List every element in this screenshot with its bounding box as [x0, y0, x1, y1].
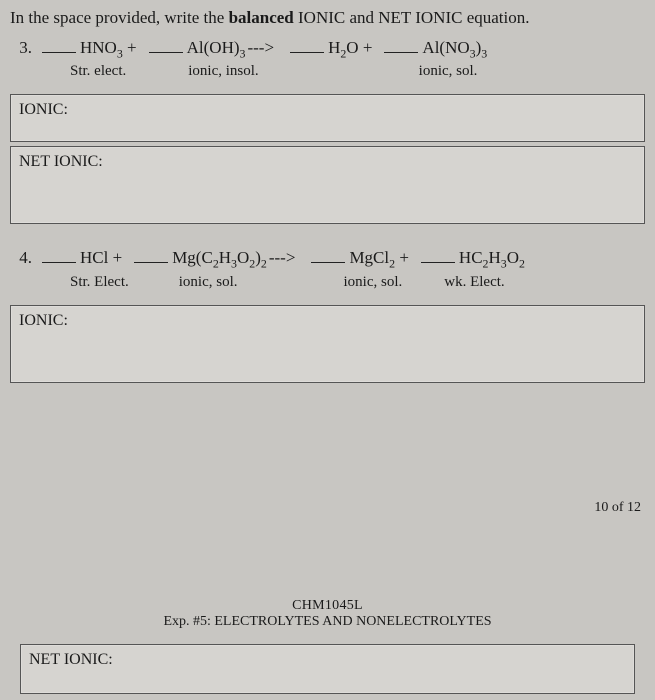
- q3-class-line: Str. elect. ionic, insol. ionic, sol.: [0, 61, 655, 90]
- q3-class-r2: ionic, insol.: [188, 63, 258, 80]
- q4-class-p2: wk. Elect.: [444, 274, 504, 291]
- q4-ionic-box[interactable]: IONIC:: [10, 305, 645, 383]
- q3-number: 3.: [10, 38, 38, 58]
- ionic-label: IONIC:: [19, 312, 68, 329]
- blank-coef[interactable]: [149, 39, 183, 53]
- q4-p2: HC2H3O2: [459, 248, 525, 271]
- experiment-title: Exp. #5: ELECTROLYTES AND NONELECTROLYTE…: [0, 614, 655, 630]
- footer: CHM1045L Exp. #5: ELECTROLYTES AND NONEL…: [0, 598, 655, 630]
- q4-arrow: --->: [269, 248, 296, 268]
- q3-r1: HNO3 +: [80, 38, 137, 61]
- q3-netionic-box[interactable]: NET IONIC:: [10, 146, 645, 224]
- blank-coef[interactable]: [134, 249, 168, 263]
- q3-class-p2: ionic, sol.: [419, 63, 478, 80]
- netionic-label: NET IONIC:: [19, 153, 103, 170]
- blank-coef[interactable]: [421, 249, 455, 263]
- q3-p1: H2O +: [328, 38, 372, 61]
- q3-r2: Al(OH)3: [187, 38, 246, 61]
- q4-class-r1: Str. Elect.: [70, 274, 129, 291]
- instruction-text: In the space provided, write the balance…: [0, 0, 655, 34]
- page-number: 10 of 12: [594, 500, 641, 516]
- blank-coef[interactable]: [384, 39, 418, 53]
- q4-netionic-box[interactable]: NET IONIC:: [20, 644, 635, 694]
- q3-arrow: --->: [247, 38, 274, 58]
- q3-class-r1: Str. elect.: [70, 63, 126, 80]
- q4-p1: MgCl2 +: [349, 248, 408, 271]
- instruction-span: In the space provided, write the balance…: [10, 8, 530, 27]
- course-code: CHM1045L: [0, 598, 655, 614]
- q4-class-p1: ionic, sol.: [344, 274, 403, 291]
- q4-r1: HCl +: [80, 248, 122, 268]
- q4-equation-line: 4. HCl + Mg(C2H3O2)2 ---> MgCl2 + HC2H3O…: [0, 244, 655, 271]
- blank-coef[interactable]: [311, 249, 345, 263]
- q4-r2: Mg(C2H3O2)2: [172, 248, 267, 271]
- blank-coef[interactable]: [42, 249, 76, 263]
- netionic-label: NET IONIC:: [29, 651, 113, 668]
- q4-class-line: Str. Elect. ionic, sol. ionic, sol. wk. …: [0, 272, 655, 301]
- bold-balanced: balanced: [229, 8, 294, 27]
- q3-p2: Al(NO3)3: [422, 38, 487, 61]
- q3-equation-line: 3. HNO3 + Al(OH)3 ---> H2O + Al(NO3)3: [0, 34, 655, 61]
- q4-number: 4.: [10, 248, 38, 268]
- blank-coef[interactable]: [290, 39, 324, 53]
- q3-ionic-box[interactable]: IONIC:: [10, 94, 645, 142]
- blank-coef[interactable]: [42, 39, 76, 53]
- q4-class-r2: ionic, sol.: [179, 274, 238, 291]
- ionic-label: IONIC:: [19, 101, 68, 118]
